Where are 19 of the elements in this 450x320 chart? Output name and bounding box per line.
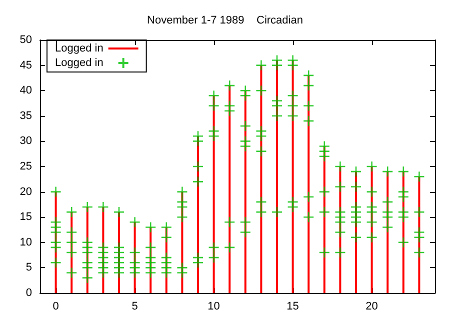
- y-tick-label: 20: [20, 186, 32, 198]
- legend-label: Logged in: [54, 42, 104, 54]
- x-tick-label: 5: [132, 300, 138, 312]
- chart-title: November 1-7 1989 Circadian: [147, 14, 303, 26]
- y-tick-label: 25: [20, 160, 32, 172]
- y-tick-label: 15: [20, 211, 32, 224]
- y-tick-label: 45: [20, 59, 32, 72]
- legend-label: Logged in: [54, 57, 104, 69]
- x-tick-label: 10: [208, 300, 220, 312]
- y-tick-label: 0: [26, 287, 32, 299]
- y-tick-label: 10: [20, 236, 32, 248]
- y-tick-label: 40: [20, 84, 32, 97]
- y-tick-label: 5: [26, 262, 32, 274]
- x-tick-label: 15: [286, 300, 299, 312]
- y-tick-label: 35: [20, 110, 32, 122]
- y-tick-label: 50: [20, 34, 32, 46]
- y-tick-label: 30: [20, 135, 32, 148]
- x-tick-label: 20: [366, 300, 378, 312]
- x-tick-label: 0: [52, 300, 59, 312]
